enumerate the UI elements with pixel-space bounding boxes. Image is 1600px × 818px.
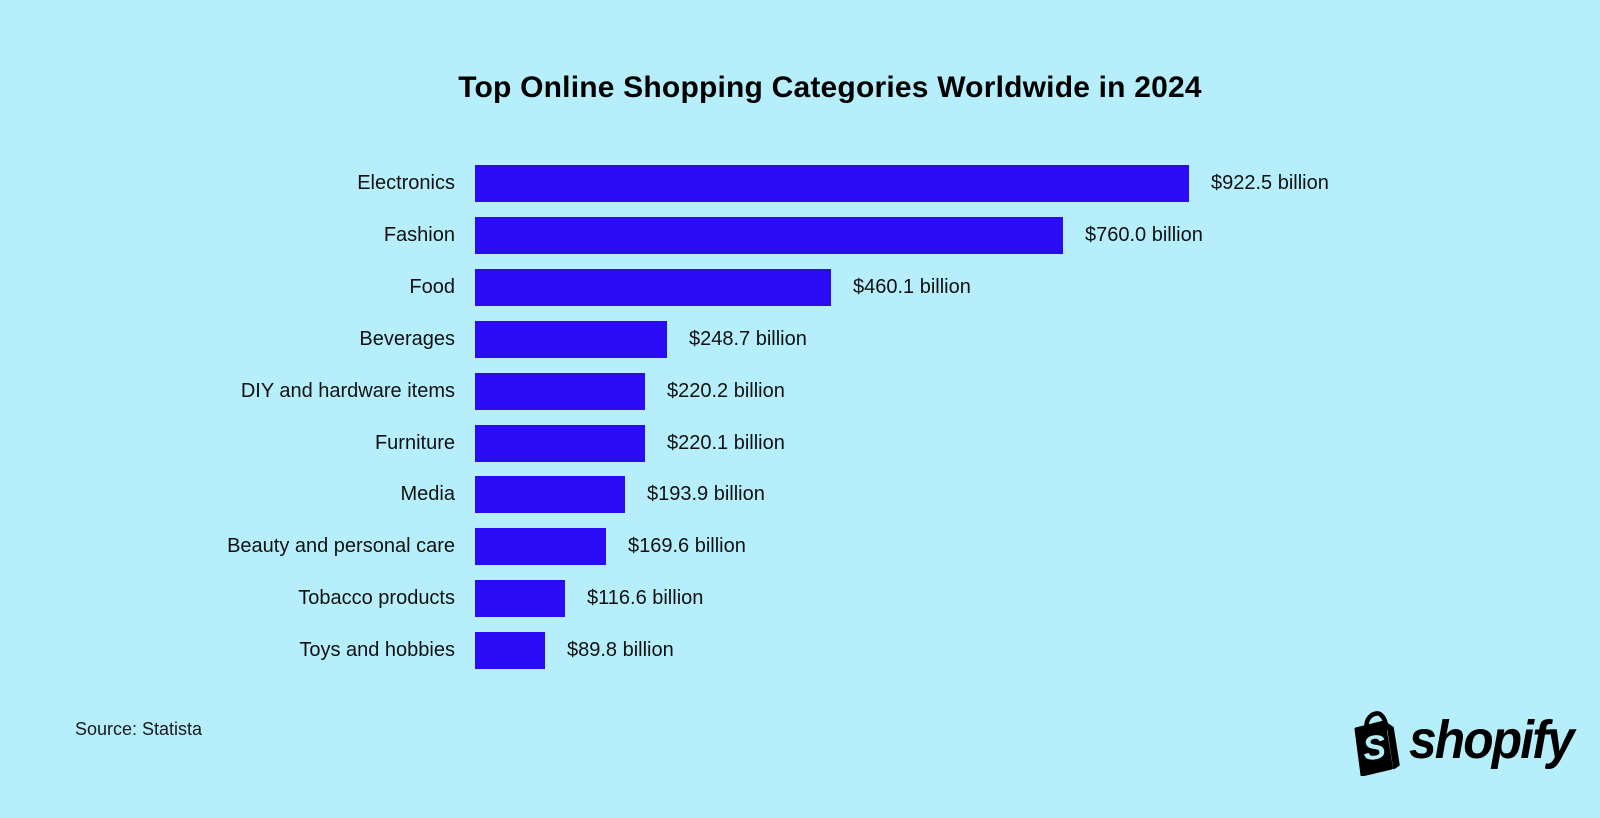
category-label: Beauty and personal care — [227, 535, 455, 557]
bar — [475, 217, 1063, 254]
category-label: Furniture — [374, 432, 455, 454]
shopify-bag-icon: S — [1354, 711, 1400, 776]
value-label: $248.7 billion — [689, 328, 807, 350]
category-label: DIY and hardware items — [240, 380, 455, 402]
bar — [475, 321, 667, 358]
category-label: Beverages — [359, 328, 455, 350]
bar-row: Tobacco products $116.6 billion — [0, 580, 1600, 617]
category-label: Fashion — [383, 224, 455, 246]
value-label: $220.2 billion — [667, 380, 785, 402]
value-label: $922.5 billion — [1211, 172, 1329, 194]
value-label: $460.1 billion — [853, 276, 971, 298]
bar-row: Beverages $248.7 billion — [0, 321, 1600, 358]
bar-row: Beauty and personal care $169.6 billion — [0, 528, 1600, 565]
bar — [475, 580, 565, 617]
value-label: $116.6 billion — [587, 587, 704, 609]
value-label: $220.1 billion — [667, 432, 785, 454]
bar-row: Food $460.1 billion — [0, 269, 1600, 306]
chart-title: Top Online Shopping Categories Worldwide… — [458, 71, 1202, 104]
bar-row: Toys and hobbies $89.8 billion — [0, 632, 1600, 669]
category-label: Tobacco products — [298, 587, 455, 609]
source-note: Source: Statista — [75, 719, 203, 739]
svg-text:S: S — [1361, 728, 1388, 769]
shopify-wordmark: shopify — [1409, 710, 1575, 770]
value-label: $193.9 billion — [647, 483, 765, 505]
bar — [475, 476, 625, 513]
bar — [475, 269, 831, 306]
bar — [475, 528, 606, 565]
bar-row: Electronics $922.5 billion — [0, 165, 1600, 202]
value-label: $89.8 billion — [567, 639, 674, 661]
bar — [475, 373, 645, 410]
category-label: Toys and hobbies — [299, 639, 455, 661]
bar — [475, 632, 545, 669]
category-label: Media — [400, 483, 455, 505]
bar-row: DIY and hardware items $220.2 billion — [0, 373, 1600, 410]
bar-row: Media $193.9 billion — [0, 476, 1600, 513]
value-label: $169.6 billion — [628, 535, 746, 557]
shopify-logo: S shopify — [1350, 705, 1587, 781]
category-label: Electronics — [357, 172, 455, 194]
bar — [475, 425, 645, 462]
bar-row: Fashion $760.0 billion — [0, 217, 1600, 254]
value-label: $760.0 billion — [1085, 224, 1203, 246]
bar — [475, 165, 1189, 202]
bar-row: Furniture $220.1 billion — [0, 425, 1600, 462]
category-label: Food — [409, 276, 455, 298]
